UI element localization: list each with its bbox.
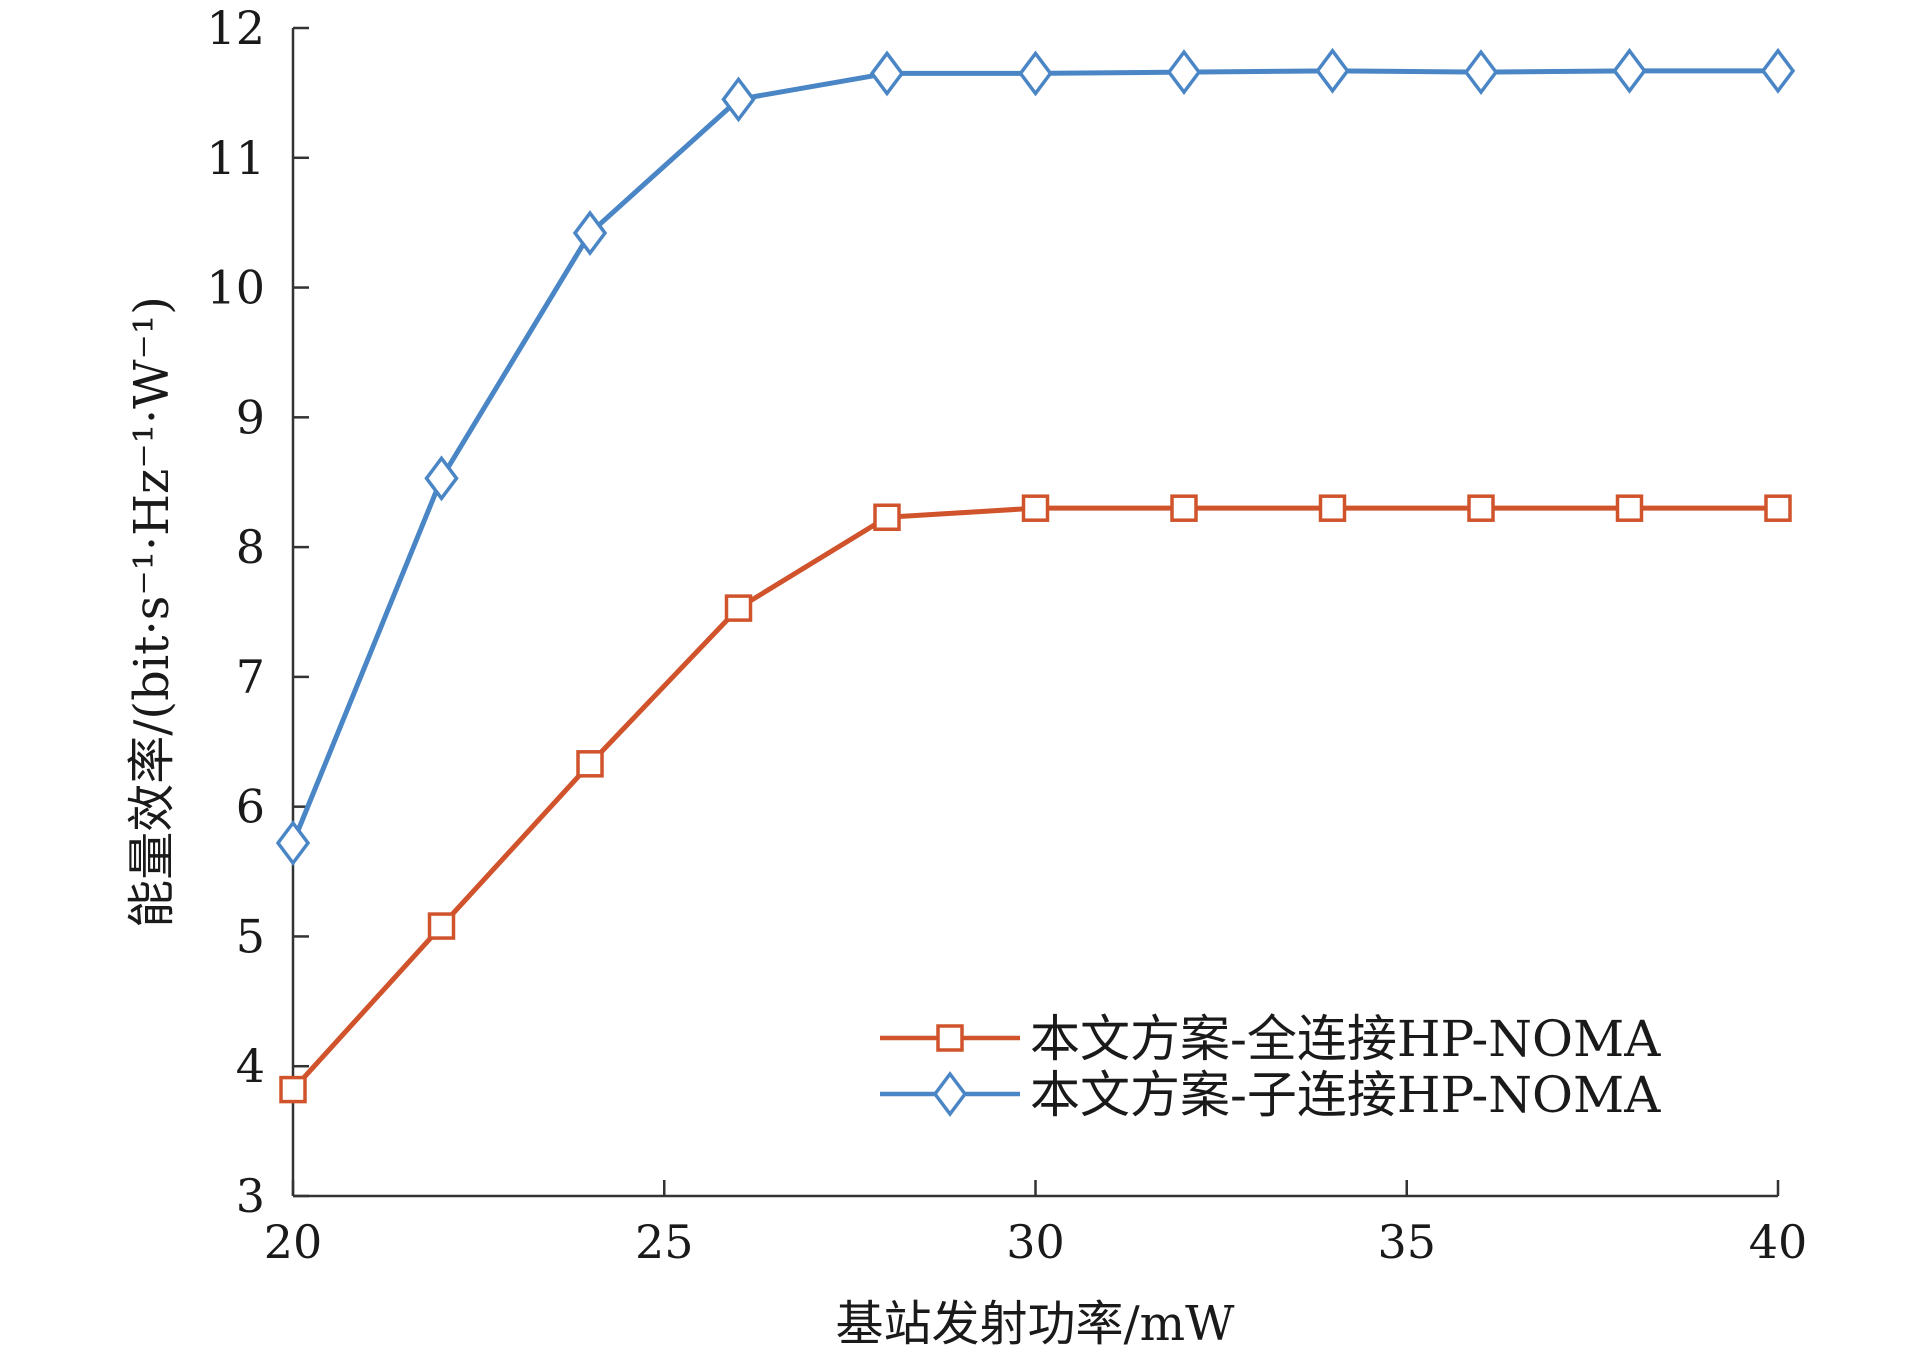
- x-tick-label: 35: [1377, 1215, 1436, 1269]
- diamond-marker: [572, 210, 608, 256]
- y-axis-label: 能量效率/(bit·s⁻¹·Hz⁻¹·W⁻¹): [124, 296, 180, 928]
- x-tick-label: 20: [264, 1215, 323, 1269]
- x-axis-label: 基站发射功率/mW: [835, 1296, 1235, 1346]
- y-tick-label: 8: [236, 520, 265, 574]
- diamond-marker: [275, 820, 311, 866]
- y-tick-label: 11: [206, 131, 265, 185]
- square-marker: [1021, 494, 1050, 522]
- series-line: [291, 505, 1778, 1092]
- series-1: [279, 494, 1792, 1104]
- square-marker: [1318, 494, 1347, 522]
- diamond-marker: [932, 1071, 968, 1117]
- diamond-marker: [1612, 47, 1647, 94]
- square-marker: [936, 1024, 964, 1052]
- y-tick-label: 4: [236, 1039, 265, 1093]
- legend-item-2: 本文方案-子连接HP-NOMA: [880, 1066, 1661, 1124]
- x-tick-label: 30: [1006, 1215, 1065, 1269]
- square-marker: [873, 503, 901, 532]
- x-axis-ticks: 20 25 30 35 40: [264, 1180, 1808, 1269]
- square-marker: [279, 1075, 307, 1104]
- square-marker: [1615, 494, 1644, 522]
- diamond-marker: [1760, 47, 1796, 94]
- y-tick-label: 7: [236, 650, 265, 704]
- legend-item-1: 本文方案-全连接HP-NOMA: [880, 1010, 1661, 1068]
- x-tick-label: 25: [635, 1215, 694, 1269]
- y-tick-label: 9: [236, 390, 265, 444]
- y-tick-label: 12: [206, 1, 265, 55]
- square-marker: [1467, 494, 1495, 522]
- square-marker: [576, 750, 604, 778]
- diamond-marker: [869, 50, 905, 97]
- square-marker: [1170, 494, 1198, 522]
- y-tick-label: 6: [236, 780, 265, 834]
- square-marker: [1764, 494, 1792, 522]
- diamond-marker: [1463, 49, 1499, 96]
- diamond-marker: [721, 76, 756, 123]
- diamond-marker: [1166, 49, 1202, 96]
- square-marker: [724, 594, 753, 622]
- y-axis-ticks: 3 4 5 6 7 8 9 10 11 12: [206, 1, 309, 1223]
- y-tick-label: 3: [236, 1169, 265, 1223]
- diamond-marker: [1315, 47, 1350, 94]
- y-tick-label: 10: [206, 261, 265, 315]
- y-tick-label: 5: [236, 909, 265, 963]
- series-line: [290, 68, 1778, 844]
- legend-label: 本文方案-子连接HP-NOMA: [1030, 1066, 1661, 1124]
- legend-label: 本文方案-全连接HP-NOMA: [1030, 1010, 1661, 1068]
- series-layer: [275, 47, 1796, 1104]
- x-tick-label: 40: [1749, 1215, 1808, 1269]
- diamond-marker: [1018, 50, 1053, 97]
- diamond-marker: [424, 455, 459, 502]
- series-2: [275, 47, 1796, 866]
- square-marker: [427, 912, 456, 940]
